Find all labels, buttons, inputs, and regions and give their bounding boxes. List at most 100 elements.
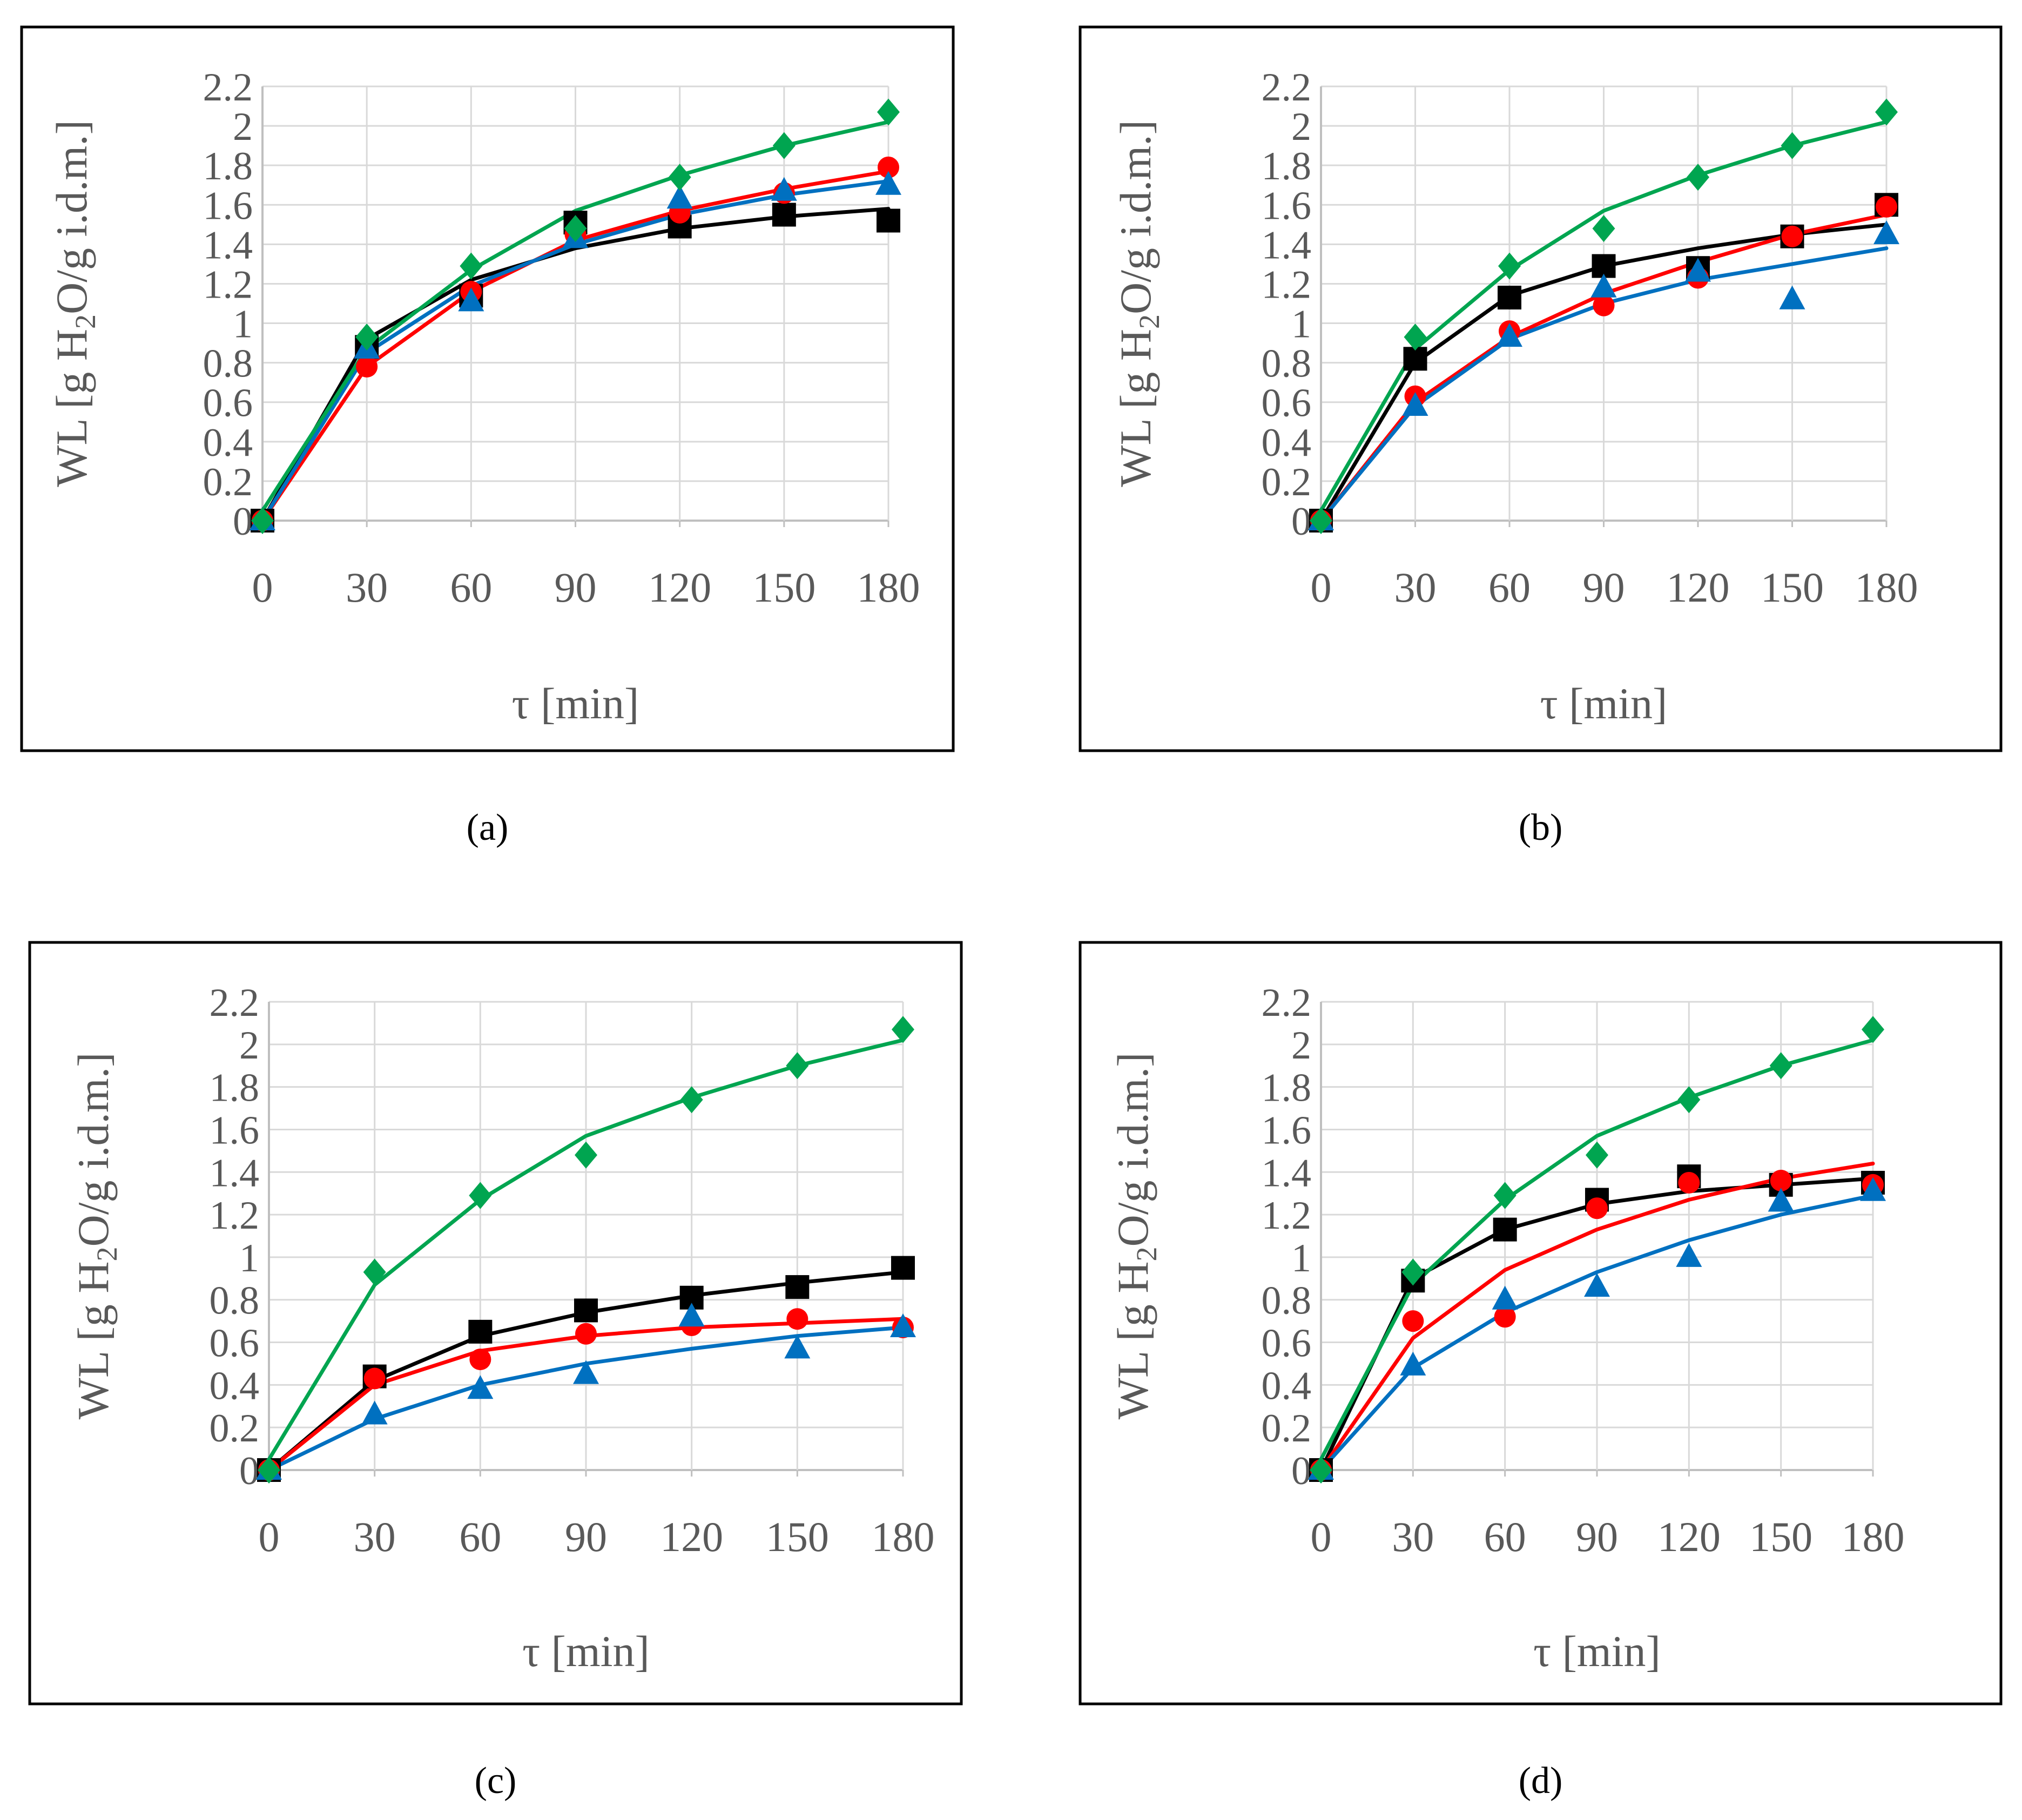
x-tick-label: 30 xyxy=(1394,564,1437,611)
y-tick-label: 0.6 xyxy=(203,381,253,426)
series-black-marker xyxy=(1403,347,1427,371)
y-tick-label: 0.8 xyxy=(210,1279,260,1323)
series-red-marker xyxy=(1781,225,1803,247)
series-blue-marker xyxy=(1492,1285,1518,1310)
series-red-marker xyxy=(469,1349,491,1371)
x-tick-label: 120 xyxy=(1657,1513,1721,1560)
y-tick-label: 0.6 xyxy=(1262,381,1312,426)
chart-panel-b: 00.20.40.60.811.21.41.61.822.20 30 60 90 120… xyxy=(1079,25,2003,848)
y-tick-label: 1.8 xyxy=(1262,144,1312,188)
series-black-marker xyxy=(574,1298,598,1323)
y-axis-label: WL [g H2O/g i.d.m.] xyxy=(1108,1053,1163,1420)
series-green-marker xyxy=(1493,1182,1516,1209)
y-tick-label: 1.8 xyxy=(203,144,253,188)
chart-frame xyxy=(1079,941,2003,1706)
panel-caption: (b) xyxy=(1519,807,1563,848)
y-tick-label: 0 xyxy=(1291,500,1311,544)
series-green-marker xyxy=(575,1141,597,1169)
y-tick-label: 2 xyxy=(239,1023,259,1068)
series-green-marker xyxy=(1781,132,1804,159)
series-green-marker xyxy=(680,1086,703,1114)
y-tick-label: 1.4 xyxy=(1262,223,1312,267)
y-axis-label-part: O/g i.d.m.] xyxy=(1108,1053,1157,1247)
y-tick-label: 2.2 xyxy=(210,981,260,1025)
y-tick-label: 0.4 xyxy=(1262,1364,1312,1408)
x-tick-label: 30 xyxy=(354,1513,396,1560)
y-tick-label: 0.4 xyxy=(1262,421,1312,465)
y-tick-label: 0.8 xyxy=(203,342,253,386)
chart-panel-a: 00.20.40.60.811.21.41.61.822.20 30 60 90 120… xyxy=(20,25,955,848)
y-tick-label: 0.8 xyxy=(1262,342,1312,386)
x-tick-label: 0 xyxy=(252,564,273,611)
series-black-marker xyxy=(891,1256,915,1280)
y-tick-label: 1.4 xyxy=(1262,1151,1312,1195)
series-blue-marker xyxy=(1685,258,1711,282)
x-axis-label: τ [min] xyxy=(1540,679,1668,728)
series-red-marker xyxy=(363,1367,386,1390)
series-green-marker xyxy=(1677,1086,1701,1114)
x-tick-label: 60 xyxy=(459,1513,501,1560)
y-tick-label: 0.4 xyxy=(203,421,253,465)
y-tick-label: 2 xyxy=(1291,1023,1311,1068)
series-red-marker xyxy=(1593,294,1615,316)
series-green-marker xyxy=(1586,1141,1608,1169)
y-axis-label: WL [g H2O/g i.d.m.] xyxy=(69,1053,123,1420)
chart-frame xyxy=(1079,25,2003,752)
y-tick-label: 1 xyxy=(239,1236,259,1280)
x-axis-label: τ [min] xyxy=(512,679,639,728)
series-green-marker xyxy=(1862,1016,1884,1043)
series-blue-marker xyxy=(1779,285,1805,309)
y-axis-label-subscript: 2 xyxy=(91,1246,123,1261)
series-red-marker xyxy=(575,1323,597,1345)
y-tick-label: 1.6 xyxy=(1262,184,1312,228)
y-tick-label: 0.2 xyxy=(210,1406,260,1451)
y-tick-label: 1.4 xyxy=(210,1151,260,1195)
series-green-marker xyxy=(1769,1052,1792,1080)
y-tick-label: 2 xyxy=(233,105,253,149)
series-red-marker xyxy=(1876,196,1897,218)
y-tick-label: 0 xyxy=(1291,1449,1311,1493)
y-tick-label: 1.6 xyxy=(1262,1108,1312,1152)
x-tick-label: 30 xyxy=(346,564,388,611)
x-tick-label: 90 xyxy=(555,564,597,611)
series-green-marker xyxy=(1401,1258,1425,1286)
y-axis-label-part: WL [g H xyxy=(1108,1261,1157,1419)
series-green-marker xyxy=(668,164,691,191)
x-tick-label: 60 xyxy=(1484,1513,1526,1560)
y-tick-label: 0 xyxy=(239,1449,259,1493)
series-blue-marker xyxy=(1400,1351,1426,1376)
y-tick-label: 0.2 xyxy=(1262,1406,1312,1451)
series-green-marker xyxy=(1310,507,1332,534)
y-axis-label-part: O/g i.d.m.] xyxy=(1111,120,1160,314)
series-red-marker xyxy=(786,1308,808,1330)
y-tick-label: 2.2 xyxy=(1262,981,1312,1025)
series-blue-marker xyxy=(467,1375,494,1399)
y-tick-label: 0.6 xyxy=(210,1322,260,1366)
y-tick-label: 0.8 xyxy=(1262,1279,1312,1323)
y-tick-label: 2.2 xyxy=(203,65,253,110)
series-blue-marker xyxy=(1497,323,1522,347)
y-tick-label: 1.8 xyxy=(210,1066,260,1110)
series-red-marker xyxy=(356,355,378,378)
series-blue-marker xyxy=(771,177,797,201)
series-green-marker xyxy=(877,98,900,126)
x-tick-label: 180 xyxy=(1855,564,1918,611)
y-tick-label: 1.2 xyxy=(210,1194,260,1238)
y-tick-label: 1.6 xyxy=(203,184,253,228)
x-tick-label: 180 xyxy=(857,564,920,611)
series-black-marker xyxy=(772,203,796,227)
y-axis-label: WL [g H2O/g i.d.m.] xyxy=(1111,120,1165,487)
x-axis-label: τ [min] xyxy=(1533,1627,1661,1676)
series-red-marker xyxy=(1402,1310,1424,1332)
series-green-marker xyxy=(1310,1457,1332,1484)
series-green-marker xyxy=(469,1182,492,1209)
y-tick-label: 1 xyxy=(233,302,253,347)
series-green-marker xyxy=(564,215,587,242)
series-green-marker xyxy=(1687,164,1709,191)
chart-frame xyxy=(20,25,955,752)
x-tick-label: 90 xyxy=(565,1513,607,1560)
series-black-marker xyxy=(1498,286,1521,310)
y-tick-label: 0.2 xyxy=(203,460,253,504)
series-black-marker xyxy=(785,1275,810,1299)
